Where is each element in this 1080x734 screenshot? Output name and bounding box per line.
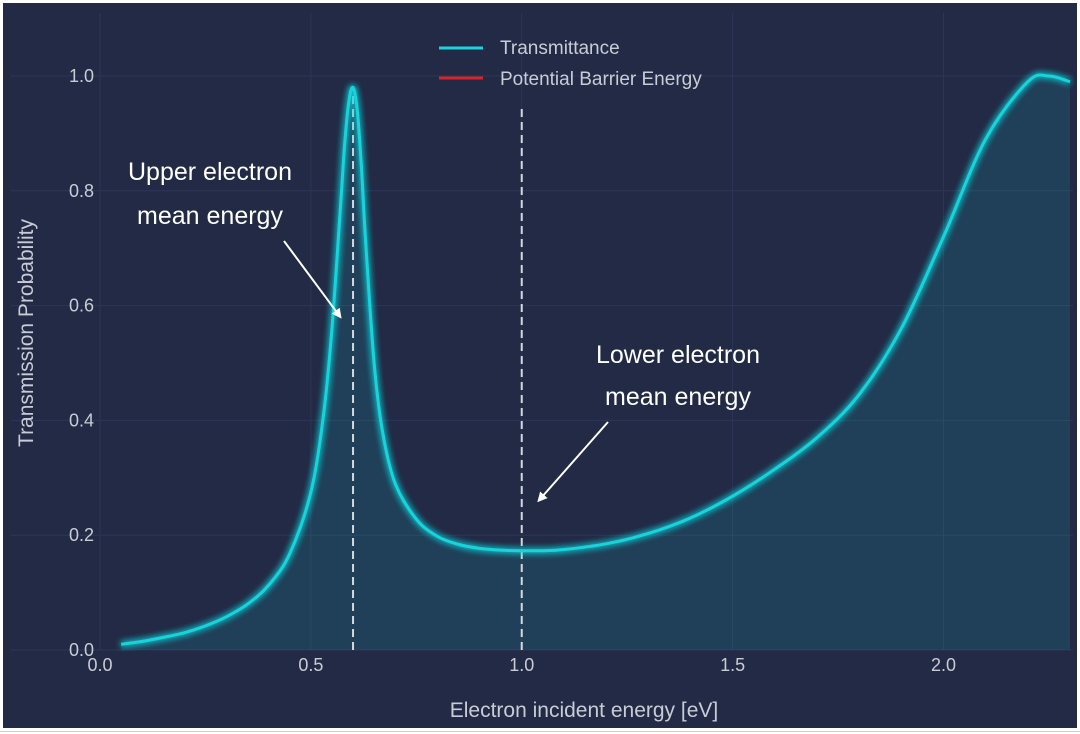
annotation-arrow [537,421,609,503]
x-tick-label: 0.5 [298,655,323,675]
area-fill-layer [121,74,1071,651]
y-tick-label: 0.4 [69,410,94,430]
annotation-text-line: mean energy [137,202,283,230]
x-axis-label: Electron incident energy [eV] [450,699,719,722]
reference-lines [352,87,523,650]
grid [11,13,1073,651]
y-tick-label: 1.0 [69,66,94,86]
tick-labels: 0.0 0.5 1.0 1.5 2.0 0.0 0.2 0.4 0.6 0.8 1.0 [69,66,956,675]
x-tick-label: 2.0 [931,655,956,675]
transmittance-area [121,74,1071,651]
annotation-arrow [283,240,342,319]
transmittance-line [120,73,1071,646]
y-tick-label: 0.8 [69,181,94,201]
x-tick-label: 0.0 [87,655,112,675]
annotations: Upper electron mean energy Lower electron m… [128,158,760,503]
annotation-text-line: Upper electron [128,158,292,186]
legend-label-transmittance: Transmittance [500,38,620,59]
chart-svg: 0.0 0.5 1.0 1.5 2.0 0.0 0.2 0.4 0.6 0.8 1.0 Upper … [11,13,1073,722]
annotation-text-line: Lower electron [596,341,760,369]
transmittance-line-layer [120,73,1071,646]
x-tick-label: 1.5 [720,655,745,675]
legend-label-barrier: Potential Barrier Energy [500,69,702,90]
y-axis-label: Transmission Probability [15,219,38,447]
y-tick-label: 0.6 [69,296,94,316]
x-tick-label: 1.0 [509,655,534,675]
annotation-text-line: mean energy [605,383,751,411]
y-tick-label: 0.0 [69,640,94,660]
legend: Transmittance Potential Barrier Energy [439,38,702,90]
y-tick-label: 0.2 [69,525,94,545]
